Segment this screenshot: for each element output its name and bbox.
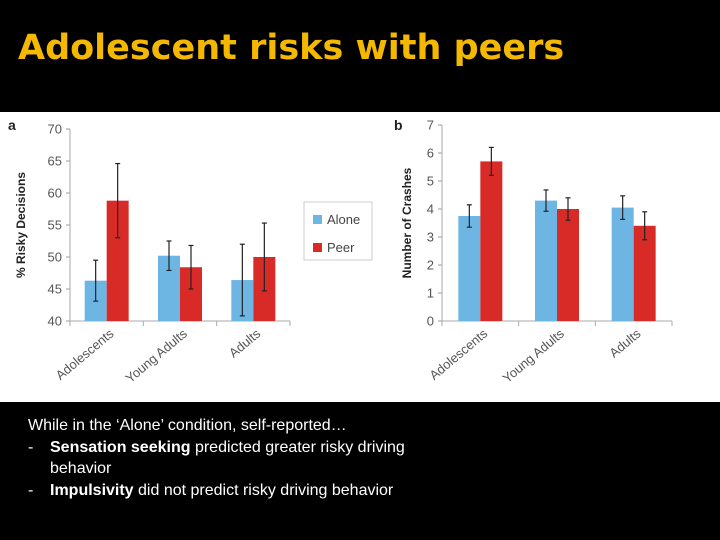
y-tick-label: 6 xyxy=(427,146,434,161)
bar-peer xyxy=(480,161,503,321)
chart-b: b Number of Crashes 0 1 2 3 4 5 6 7 Adolescents You… xyxy=(394,117,673,386)
caption-bold: Impulsivity xyxy=(50,481,134,499)
y-tick-label: 60 xyxy=(48,186,62,201)
bar-alone xyxy=(458,216,481,321)
panel-label: a xyxy=(8,117,16,133)
y-tick-label: 5 xyxy=(427,174,434,189)
caption-dash: - xyxy=(28,481,34,499)
category-label: Young Adults xyxy=(122,325,190,385)
y-tick-label: 3 xyxy=(427,230,434,245)
y-tick-label: 7 xyxy=(427,118,434,133)
panel-label: b xyxy=(394,117,403,133)
y-tick-label: 55 xyxy=(48,218,62,233)
bar-peer xyxy=(633,225,656,321)
slide-title: Adolescent risks with peers xyxy=(18,28,565,68)
category-label: Adolescents xyxy=(53,325,117,382)
caption-dash: - xyxy=(28,438,34,456)
y-tick-label: 1 xyxy=(427,286,434,301)
bar-alone xyxy=(535,200,557,321)
bar-peer xyxy=(180,267,202,321)
legend-swatch-peer xyxy=(313,243,322,252)
y-tick-label: 45 xyxy=(48,282,62,297)
caption: While in the ‘Alone’ condition, self-rep… xyxy=(28,415,428,501)
legend-label-peer: Peer xyxy=(327,240,355,255)
caption-list: - Sensation seeking predicted greater ris… xyxy=(28,437,428,502)
caption-item: - Sensation seeking predicted greater ris… xyxy=(28,437,428,480)
category-label: Adults xyxy=(606,325,644,360)
caption-item: - Impulsivity did not predict risky drivi… xyxy=(28,480,428,502)
y-tick-label: 2 xyxy=(427,258,434,273)
y-tick-label: 0 xyxy=(427,314,434,329)
bar-peer xyxy=(106,200,129,321)
legend-swatch-alone xyxy=(313,215,322,224)
y-tick-label: 70 xyxy=(48,122,62,137)
category-label: Young Adults xyxy=(499,325,567,385)
y-axis-title: Number of Crashes xyxy=(400,167,414,278)
category-label: Adolescents xyxy=(426,325,490,382)
caption-rest: predicted greater risky driving behavior xyxy=(50,438,405,478)
y-tick-label: 65 xyxy=(48,154,62,169)
legend-label-alone: Alone xyxy=(327,212,360,227)
bar-alone xyxy=(158,255,180,321)
y-axis-title: % Risky Decisions xyxy=(14,172,28,278)
chart-a: a % Risky Decisions 40 45 50 55 60 65 70 Adolesce… xyxy=(8,117,373,386)
figure-panel: a% Risky Decisions 40 45 50 55 60 65 70 Adolesce… xyxy=(0,112,720,402)
caption-lead: While in the ‘Alone’ condition, self-rep… xyxy=(28,417,347,434)
category-label: Adults xyxy=(226,325,264,360)
y-tick-label: 40 xyxy=(48,314,62,329)
caption-bold: Sensation seeking xyxy=(50,438,191,456)
bar-alone xyxy=(611,207,634,321)
y-tick-label: 4 xyxy=(427,202,434,217)
y-tick-label: 50 xyxy=(48,250,62,265)
bar-peer xyxy=(557,209,579,321)
caption-rest: did not predict risky driving behavior xyxy=(133,481,394,499)
